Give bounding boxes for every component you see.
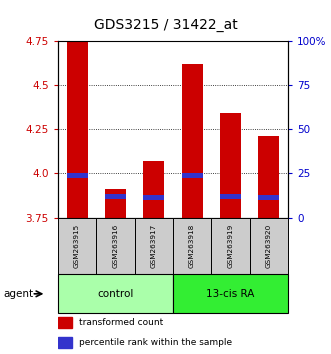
Bar (211, 218, 250, 274)
Text: transformed count: transformed count (79, 318, 163, 327)
Text: 13-cis RA: 13-cis RA (206, 289, 255, 299)
Bar (258, 195, 279, 200)
Bar (67, 41, 88, 218)
Bar (58, 337, 72, 348)
Bar (220, 194, 241, 199)
Bar (173, 218, 211, 274)
Text: GSM263919: GSM263919 (227, 224, 233, 268)
Bar (58, 317, 72, 329)
Bar (173, 274, 288, 313)
Text: percentile rank within the sample: percentile rank within the sample (79, 338, 232, 347)
Bar (96, 218, 135, 274)
Bar (182, 173, 203, 178)
Bar (143, 161, 164, 218)
Bar (58, 218, 96, 274)
Text: control: control (97, 289, 134, 299)
Bar (105, 194, 126, 199)
Text: GSM263916: GSM263916 (113, 224, 118, 268)
Text: GSM263915: GSM263915 (74, 224, 80, 268)
Bar (250, 218, 288, 274)
Bar (67, 173, 88, 178)
Bar (220, 113, 241, 218)
Bar (135, 218, 173, 274)
Bar (105, 189, 126, 218)
Bar (58, 274, 173, 313)
Bar (143, 195, 164, 200)
Text: GSM263918: GSM263918 (189, 224, 195, 268)
Bar (258, 136, 279, 218)
Text: GSM263920: GSM263920 (266, 224, 272, 268)
Text: GDS3215 / 31422_at: GDS3215 / 31422_at (94, 18, 237, 33)
Bar (182, 64, 203, 218)
Text: GSM263917: GSM263917 (151, 224, 157, 268)
Text: agent: agent (3, 289, 33, 299)
